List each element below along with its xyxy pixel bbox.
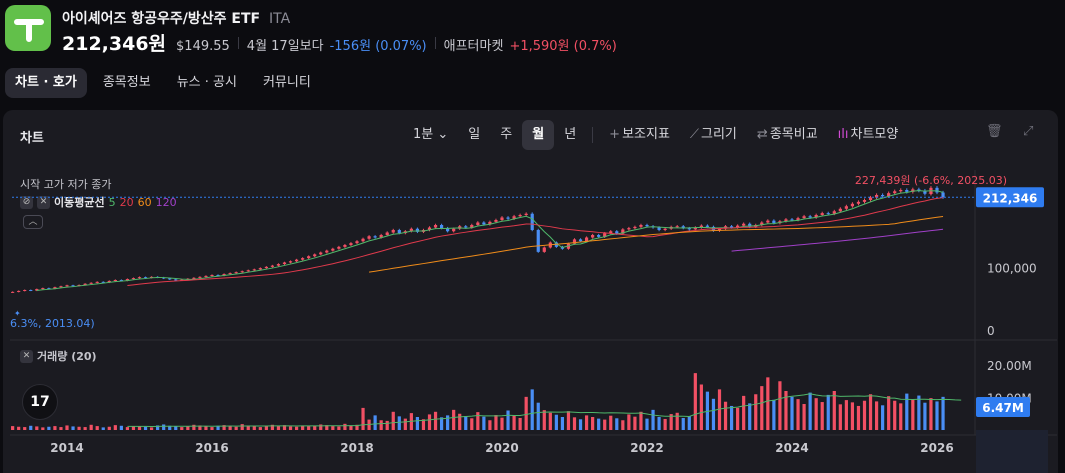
- period-year[interactable]: 년: [564, 127, 577, 142]
- ma-120: 120: [155, 195, 177, 209]
- compare-label: 종목비교: [769, 127, 818, 142]
- close-icon[interactable]: ✕: [20, 349, 33, 363]
- indicators-label: 보조지표: [622, 127, 670, 142]
- plus-icon: +: [609, 127, 621, 142]
- compare-button[interactable]: ⇄ 종목비교: [747, 120, 828, 150]
- ma-20: 20: [119, 195, 134, 209]
- price-row: 212,346원 $149.55 4월 17일보다 -156원 (0.07%) …: [62, 29, 625, 56]
- aftermarket-change: +1,590원 (0.7%): [509, 39, 617, 54]
- ma-60: 60: [137, 195, 152, 209]
- tab-chart-quote[interactable]: 차트 · 호가: [5, 68, 87, 98]
- since-label: 4월 17일보다: [246, 39, 324, 54]
- current-price: 212,346원: [62, 33, 167, 55]
- main-tabs: 차트 · 호가 종목정보 뉴스 · 공시 커뮤니티: [5, 68, 321, 98]
- aftermarket-label: 애프터마켓: [443, 39, 504, 54]
- ma-label: 이동평균선: [54, 196, 105, 209]
- stock-name-text: 아이셰어즈 항공우주/방산주 ETF: [62, 11, 261, 27]
- collapse-icon[interactable]: ︿: [23, 215, 43, 229]
- chart-style-button[interactable]: ılı 차트모양: [828, 120, 909, 150]
- chart-title: 차트: [20, 131, 44, 146]
- chart-card: 차트 1분 ⌄ 일 주 월 년 + 보조지표 ⟋ 그리기 ⇄ 종목비교 ılı 차트모양…: [3, 110, 1058, 473]
- compare-arrows-icon: ⇄: [756, 127, 768, 142]
- logo-t-icon: [14, 19, 44, 42]
- divider: [434, 36, 436, 49]
- eye-off-icon[interactable]: ⊘: [20, 195, 33, 209]
- tab-community[interactable]: 커뮤니티: [262, 75, 311, 90]
- ma-legend: ⊘ ✕ 이동평균선 5 20 60 120: [20, 194, 177, 210]
- divider: [237, 36, 239, 49]
- period-1min-label: 1분: [413, 127, 434, 142]
- tab-news[interactable]: 뉴스 · 공시: [176, 75, 237, 90]
- price-usd: $149.55: [176, 39, 230, 54]
- pencil-icon: ⟋: [689, 127, 700, 142]
- stock-ticker: ITA: [268, 11, 291, 27]
- tradingview-logo: 17: [22, 384, 58, 420]
- tab-stock-info[interactable]: 종목정보: [102, 75, 151, 90]
- ma-5: 5: [108, 195, 116, 209]
- period-day[interactable]: 일: [468, 127, 481, 142]
- chart-style-label: 차트모양: [850, 127, 899, 142]
- expand-icon[interactable]: ⤢: [1023, 124, 1034, 139]
- draw-button[interactable]: ⟋ 그리기: [680, 120, 747, 150]
- price-change: -156원 (0.07%): [329, 39, 427, 54]
- etf-logo: [5, 5, 51, 51]
- close-icon[interactable]: ✕: [37, 195, 50, 209]
- volume-legend: ✕ 거래량 (20): [20, 348, 97, 364]
- volume-label: 거래량 (20): [37, 350, 97, 363]
- trash-icon[interactable]: 🗑: [986, 124, 1003, 139]
- period-month[interactable]: 월: [522, 120, 555, 150]
- period-1min[interactable]: 1분 ⌄: [403, 120, 458, 150]
- draw-label: 그리기: [701, 127, 737, 142]
- stock-name: 아이셰어즈 항공우주/방산주 ETF ITA: [62, 8, 290, 28]
- chevron-down-icon: ⌄: [437, 127, 449, 142]
- candles-icon: ılı: [837, 127, 849, 142]
- divider: [592, 127, 594, 143]
- indicators-button[interactable]: + 보조지표: [599, 120, 680, 150]
- period-week[interactable]: 주: [500, 127, 513, 142]
- ohlc-legend: 시작 고가 저가 종가: [20, 178, 112, 191]
- chart-toolbar: 1분 ⌄ 일 주 월 년 + 보조지표 ⟋ 그리기 ⇄ 종목비교 ılı 차트모양: [403, 120, 908, 150]
